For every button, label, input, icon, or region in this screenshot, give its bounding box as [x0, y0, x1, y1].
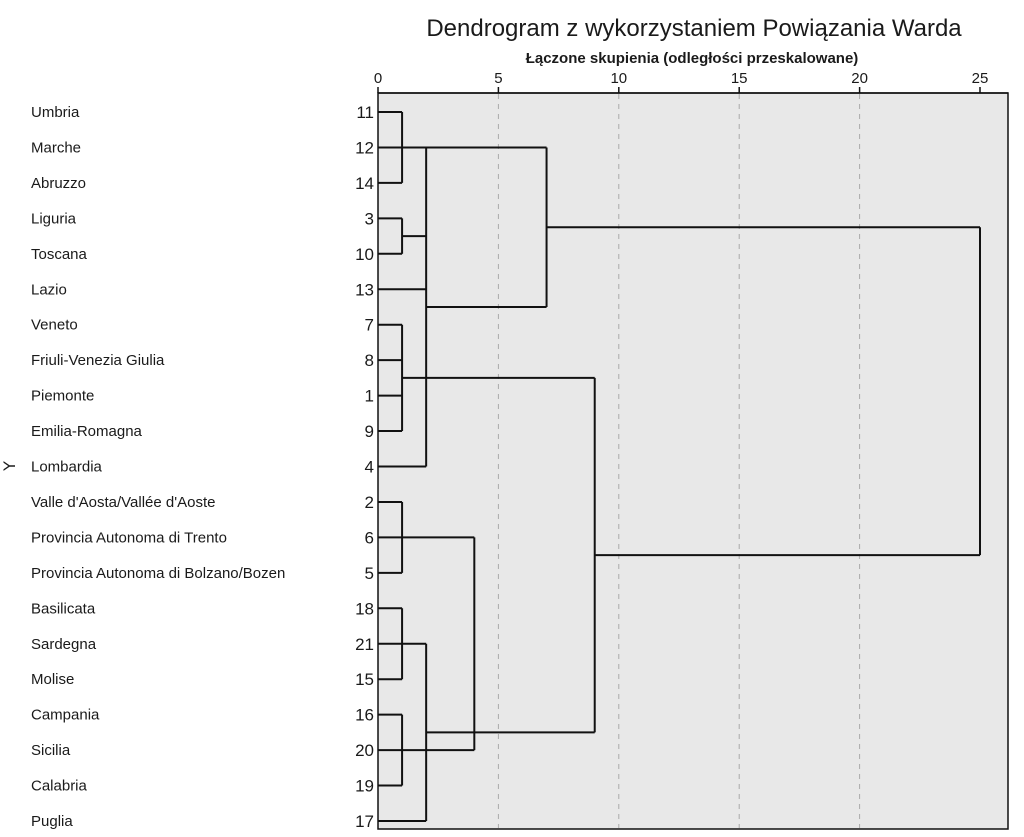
x-tick-label: 25 [972, 70, 989, 87]
leaf-id-label: 20 [355, 741, 374, 760]
leaf-name-label: Emilia-Romagna [31, 423, 143, 440]
leaf-name-label: Abruzzo [31, 175, 86, 192]
leaf-name-label: Liguria [31, 210, 77, 227]
leaf-id-label: 21 [355, 635, 374, 654]
leaf-id-label: 6 [365, 528, 374, 547]
x-tick-label: 0 [374, 70, 382, 87]
leaf-name-label: Sardegna [31, 636, 97, 653]
leaf-name-label: Toscana [31, 246, 88, 263]
leaf-id-label: 1 [365, 387, 374, 406]
leaf-id-label: 7 [365, 316, 374, 335]
leaf-name-label: Lazio [31, 281, 67, 298]
x-tick-label: 20 [851, 70, 868, 87]
leaf-name-label: Veneto [31, 317, 78, 334]
grid-lines [497, 94, 861, 828]
leaf-name-label: Basilicata [31, 600, 96, 617]
leaf-id-label: 14 [355, 174, 374, 193]
dendrogram-links [378, 111, 981, 822]
leaf-id-label: 10 [355, 245, 374, 264]
leaf-name-label: Molise [31, 671, 74, 688]
leaf-name-label: Puglia [31, 813, 73, 830]
x-tick-label: 5 [494, 70, 502, 87]
leaf-id-label: 5 [365, 564, 374, 583]
x-tick-label: 15 [731, 70, 748, 87]
leaf-id-label: 11 [356, 103, 374, 122]
leaf-name-label: Lombardia [31, 459, 103, 476]
leaf-id-label: 13 [355, 280, 374, 299]
leaf-name-label: Provincia Autonoma di Trento [31, 529, 227, 546]
leaf-id-label: 4 [365, 458, 374, 477]
leaf-name-label: Friuli-Venezia Giulia [31, 352, 165, 369]
chart-subtitle: Łączone skupienia (odległości przeskalow… [526, 50, 859, 67]
leaf-id-label: 17 [355, 812, 374, 831]
leaf-id-label: 8 [365, 351, 374, 370]
leaf-name-label: Piemonte [31, 388, 94, 405]
leaf-id-label: 15 [355, 670, 374, 689]
leaf-name-label: Campania [31, 707, 100, 724]
x-axis: 0 5 10 15 20 25 [374, 70, 1008, 94]
leaf-name-label: Calabria [31, 778, 88, 795]
leaf-id-label: 16 [355, 706, 374, 725]
plot-area [377, 92, 1009, 830]
leaf-name-label: Umbria [31, 104, 80, 121]
x-tick-label: 10 [610, 70, 627, 87]
leaf-name-label: Marche [31, 139, 81, 156]
leaf-id-label: 12 [355, 138, 374, 157]
leaf-id-label: 18 [355, 599, 374, 618]
leaf-id-label: 9 [365, 422, 374, 441]
leaf-name-label: Sicilia [31, 742, 71, 759]
leaf-name-label: Provincia Autonoma di Bolzano/Bozen [31, 565, 285, 582]
leaf-id-label: 2 [365, 493, 374, 512]
leaf-id-label: 19 [355, 777, 374, 796]
leaf-id-label: 3 [365, 209, 374, 228]
leaf-name-label: Valle d'Aosta/Vallée d'Aoste [31, 494, 215, 511]
chart-title: Dendrogram z wykorzystaniem Powiązania W… [426, 15, 962, 42]
y-axis-marker: Y [0, 461, 19, 472]
